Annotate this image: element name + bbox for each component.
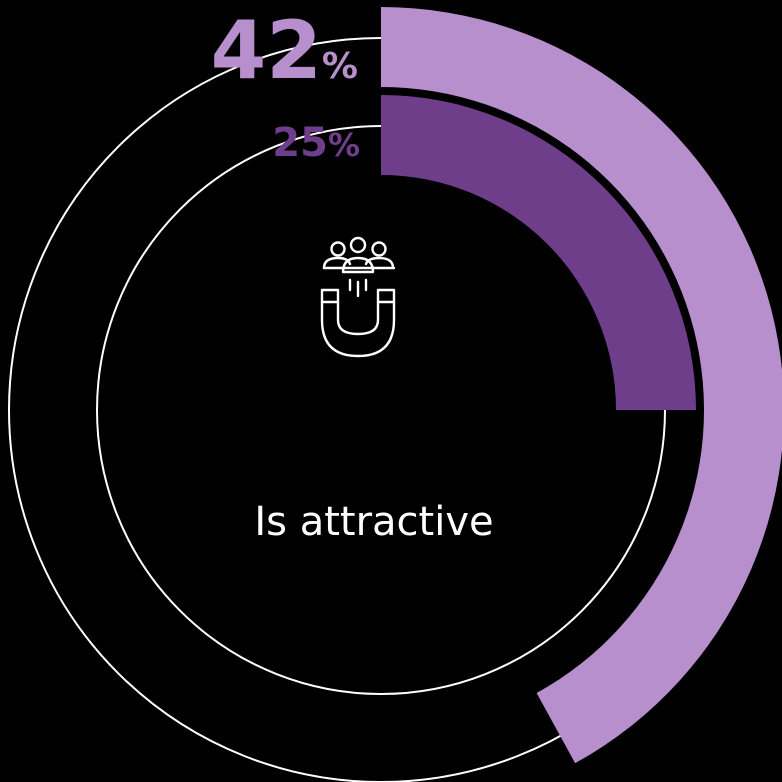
people-magnet-icon (320, 236, 396, 358)
category-label: Is attractive (254, 499, 493, 545)
series-1-value-number: 42 (211, 4, 322, 97)
series-2-value-label: 25% (272, 120, 360, 166)
series-1-value-label: 42% (211, 4, 358, 97)
series-2-value-number: 25 (272, 120, 328, 166)
series-2-value-unit: % (328, 126, 360, 164)
series-1-arc (381, 7, 782, 764)
series-2-arc (381, 95, 696, 410)
series-1-value-unit: % (322, 46, 358, 87)
